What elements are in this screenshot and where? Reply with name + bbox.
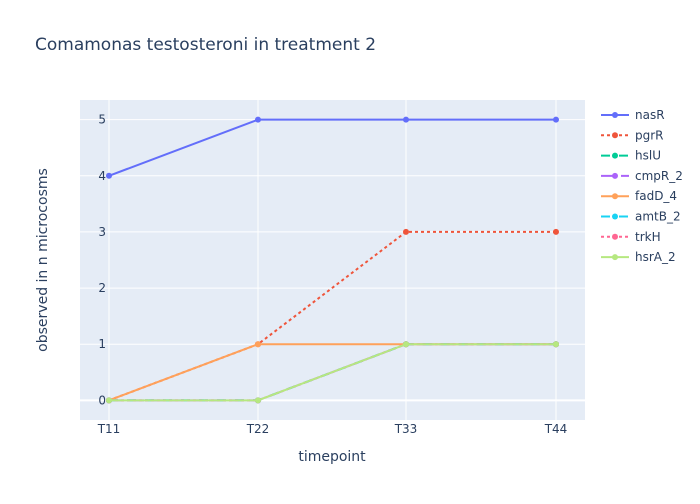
legend-label: amtB_2: [635, 210, 681, 224]
legend-item-hsrA_2[interactable]: hsrA_2: [601, 250, 676, 264]
x-axis-ticks: T11 T22 T33 T44: [97, 422, 568, 436]
y-tick-label: 1: [98, 337, 106, 351]
legend-label: fadD_4: [635, 189, 677, 203]
legend-swatch-marker: [612, 213, 618, 220]
x-tick-label: T11: [97, 422, 121, 436]
legend-label: nasR: [635, 108, 665, 122]
y-axis-title: observed in n microcosms: [35, 168, 51, 352]
data-point[interactable]: [403, 228, 409, 235]
legend-item-cmpR_2[interactable]: cmpR_2: [601, 169, 683, 183]
legend[interactable]: nasR pgrR hslU cmpR_2 fadD_4 amtB_2 trkH hsrA_2: [601, 108, 683, 264]
legend-swatch-marker: [612, 172, 618, 179]
series-line: [108, 118, 556, 177]
series-nasR: [106, 116, 559, 179]
data-point[interactable]: [106, 172, 112, 179]
y-tick-label: 0: [98, 393, 106, 407]
data-point[interactable]: [255, 397, 261, 404]
data-point[interactable]: [553, 116, 559, 123]
legend-label: hslU: [635, 149, 661, 163]
data-point[interactable]: [255, 116, 261, 123]
series-hsrA_2: [106, 341, 559, 404]
data-point[interactable]: [255, 341, 261, 348]
data-point[interactable]: [403, 341, 409, 348]
legend-swatch-marker: [612, 132, 618, 139]
data-point[interactable]: [553, 341, 559, 348]
data-point[interactable]: [403, 116, 409, 123]
chart-title: Comamonas testosteroni in treatment 2: [35, 35, 376, 55]
legend-label: hsrA_2: [635, 250, 676, 264]
legend-item-nasR[interactable]: nasR: [601, 108, 665, 122]
legend-item-trkH[interactable]: trkH: [601, 230, 661, 244]
legend-swatch-marker: [612, 193, 618, 200]
x-tick-label: T44: [544, 422, 568, 436]
y-tick-label: 3: [98, 225, 106, 239]
y-axis-ticks: 0 1 2 3 4 5: [98, 113, 106, 408]
y-tick-label: 5: [98, 113, 106, 127]
legend-item-hslU[interactable]: hslU: [601, 149, 661, 163]
x-tick-label: T22: [246, 422, 270, 436]
x-tick-label: T33: [394, 422, 418, 436]
legend-swatch-marker: [612, 233, 618, 240]
legend-swatch-marker: [612, 152, 618, 159]
y-tick-label: 4: [98, 169, 106, 183]
legend-item-pgrR[interactable]: pgrR: [601, 128, 664, 142]
plot-area: [80, 100, 585, 420]
series-lines: [106, 116, 559, 404]
x-axis-title: timepoint: [298, 449, 366, 465]
y-tick-label: 2: [98, 281, 106, 295]
legend-item-amtB_2[interactable]: amtB_2: [601, 210, 681, 224]
legend-label: pgrR: [635, 128, 664, 142]
legend-label: trkH: [635, 230, 661, 244]
legend-swatch-marker: [612, 112, 618, 118]
legend-item-fadD_4[interactable]: fadD_4: [601, 189, 677, 203]
data-point[interactable]: [553, 228, 559, 235]
data-point[interactable]: [106, 397, 112, 404]
series-line: [109, 343, 556, 402]
legend-swatch-marker: [612, 254, 618, 261]
legend-label: cmpR_2: [635, 169, 683, 183]
